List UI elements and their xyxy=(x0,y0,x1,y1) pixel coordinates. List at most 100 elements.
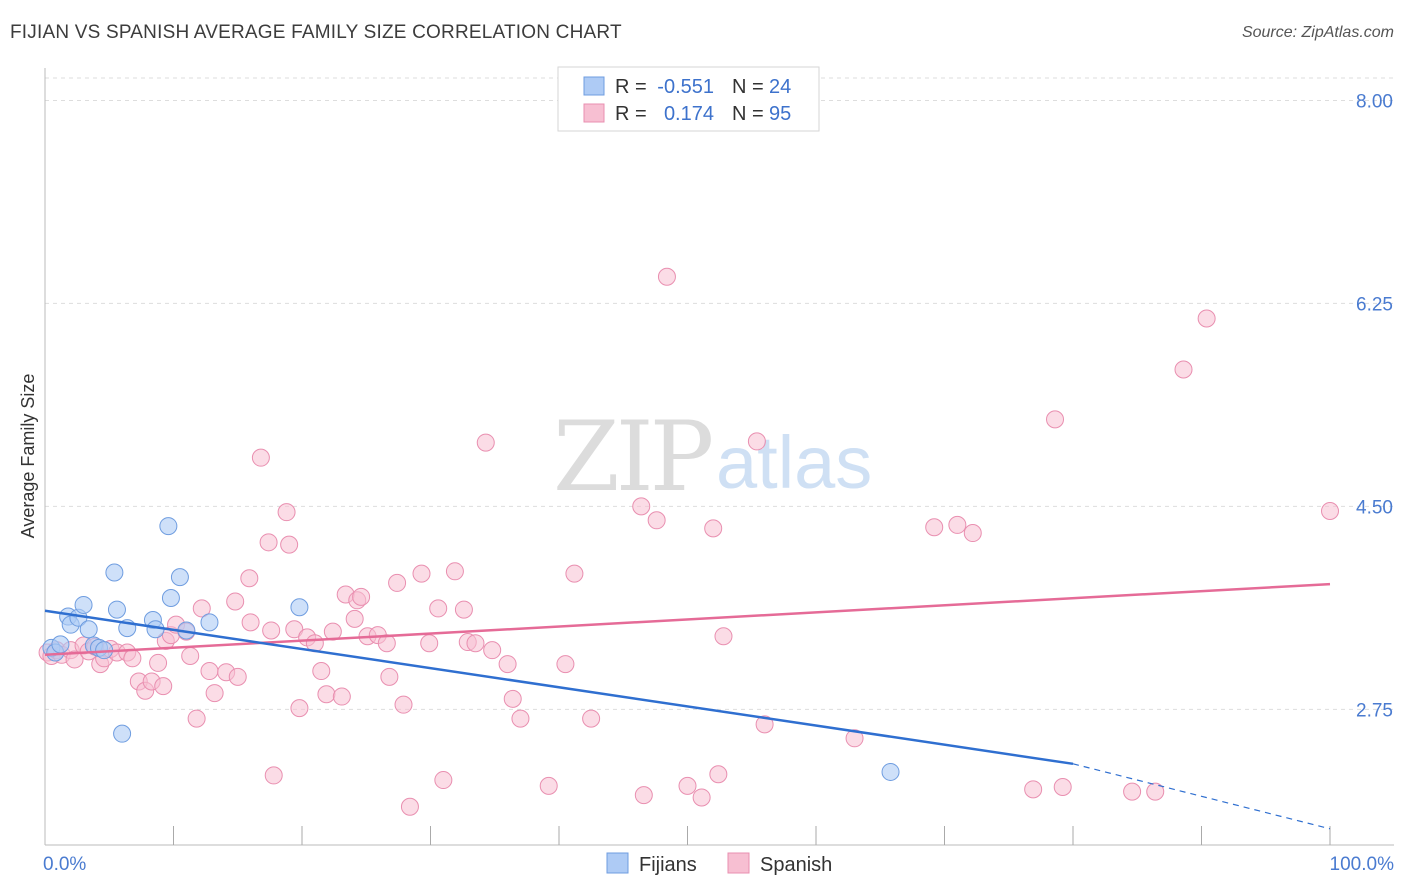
spanish-point xyxy=(632,497,651,516)
spanish-point xyxy=(948,515,967,534)
fijian-point xyxy=(105,563,124,582)
spanish-point xyxy=(647,511,666,530)
spanish-r-value: 0.174 xyxy=(664,103,714,125)
spanish-point xyxy=(352,587,371,606)
spanish-point xyxy=(1123,782,1142,801)
fijians-n-label: N = xyxy=(732,76,764,98)
fijian-point xyxy=(200,613,219,632)
spanish-point xyxy=(692,788,711,807)
fijian-point xyxy=(881,762,900,781)
spanish-point xyxy=(262,621,281,640)
spanish-point xyxy=(511,709,530,728)
spanish-point xyxy=(192,599,211,618)
spanish-point xyxy=(154,677,173,696)
watermark-atlas: atlas xyxy=(716,421,872,504)
y-tick-label: 8.00 xyxy=(1356,91,1393,112)
spanish-point xyxy=(678,776,697,795)
fijian-trend-line xyxy=(44,609,1074,766)
x-ticks xyxy=(173,826,1331,845)
spanish-point xyxy=(65,650,84,669)
spanish-point xyxy=(241,613,260,632)
spanish-swatch xyxy=(583,103,605,123)
spanish-point xyxy=(277,503,296,522)
spanish-point xyxy=(280,535,299,554)
spanish-point xyxy=(539,776,558,795)
fijians-r-label: R = xyxy=(615,76,647,98)
spanish-point xyxy=(925,518,944,537)
spanish-point xyxy=(1174,360,1193,379)
spanish-point xyxy=(845,729,864,748)
fijians-r-value: -0.551 xyxy=(657,76,714,98)
spanish-point xyxy=(312,662,331,681)
spanish-point xyxy=(400,797,419,816)
fijian-trend-extension xyxy=(1072,763,1331,830)
spanish-point xyxy=(556,655,575,674)
fijian-point xyxy=(107,600,126,619)
fijian-point xyxy=(170,568,189,587)
spanish-point xyxy=(476,433,495,452)
spanish-point xyxy=(149,653,168,672)
spanish-r-label: R = xyxy=(615,103,647,125)
watermark-zip: ZIP xyxy=(553,401,712,513)
x-tick-label-max: 100.0% xyxy=(1330,854,1395,875)
spanish-point xyxy=(704,519,723,538)
fijians-n-value: 24 xyxy=(769,76,791,98)
spanish-point xyxy=(582,709,601,728)
spanish-n-label: N = xyxy=(732,103,764,125)
series-legend: Fijians Spanish xyxy=(606,852,832,876)
spanish-point xyxy=(123,649,142,668)
spanish-point xyxy=(498,655,517,674)
watermark: ZIP atlas xyxy=(553,401,872,513)
fijians-swatch xyxy=(583,76,605,96)
spanish-point xyxy=(226,592,245,611)
spanish-point xyxy=(709,765,728,784)
spanish-point xyxy=(1024,780,1043,799)
spanish-point xyxy=(503,689,522,708)
spanish-point xyxy=(1197,309,1216,328)
spanish-points xyxy=(38,267,1339,816)
y-tick-label: 4.50 xyxy=(1356,497,1393,518)
legend-fijians-swatch xyxy=(606,852,629,874)
y-axis-title: Average Family Size xyxy=(18,374,38,539)
legend-spanish-swatch xyxy=(727,852,750,874)
spanish-point xyxy=(181,646,200,665)
fijian-point xyxy=(159,517,178,536)
fijian-point xyxy=(290,598,309,617)
spanish-point xyxy=(466,634,485,653)
spanish-point xyxy=(714,627,733,646)
spanish-point xyxy=(412,564,431,583)
spanish-point xyxy=(345,609,364,628)
spanish-point xyxy=(420,634,439,653)
spanish-point xyxy=(657,267,676,286)
spanish-point xyxy=(429,599,448,618)
legend-spanish-label: Spanish xyxy=(760,854,832,876)
y-tick-labels: 2.75 4.50 6.25 8.00 xyxy=(1356,91,1393,721)
spanish-point xyxy=(634,786,653,805)
spanish-point xyxy=(1146,782,1165,801)
spanish-point xyxy=(317,685,336,704)
fijian-point xyxy=(79,620,98,639)
spanish-point xyxy=(445,562,464,581)
spanish-point xyxy=(290,699,309,718)
spanish-point xyxy=(747,432,766,451)
spanish-point xyxy=(963,524,982,543)
fijian-point xyxy=(74,595,93,614)
x-tick-label-min: 0.0% xyxy=(43,854,86,875)
spanish-point xyxy=(1321,502,1339,521)
spanish-point xyxy=(259,533,278,552)
y-tick-label: 2.75 xyxy=(1356,700,1393,721)
chart-title: FIJIAN VS SPANISH AVERAGE FAMILY SIZE CO… xyxy=(10,22,622,43)
spanish-point xyxy=(240,569,259,588)
spanish-point xyxy=(483,641,502,660)
spanish-point xyxy=(388,573,407,592)
spanish-point xyxy=(394,695,413,714)
spanish-point xyxy=(434,771,453,790)
fijian-point xyxy=(161,588,180,607)
spanish-point xyxy=(200,662,219,681)
legend-fijians-label: Fijians xyxy=(639,854,697,876)
spanish-point xyxy=(205,684,224,703)
fijian-point xyxy=(113,724,132,743)
fijian-point xyxy=(51,635,70,654)
stats-legend: R = -0.551 N = 24 R = 0.174 N = 95 xyxy=(557,66,820,132)
